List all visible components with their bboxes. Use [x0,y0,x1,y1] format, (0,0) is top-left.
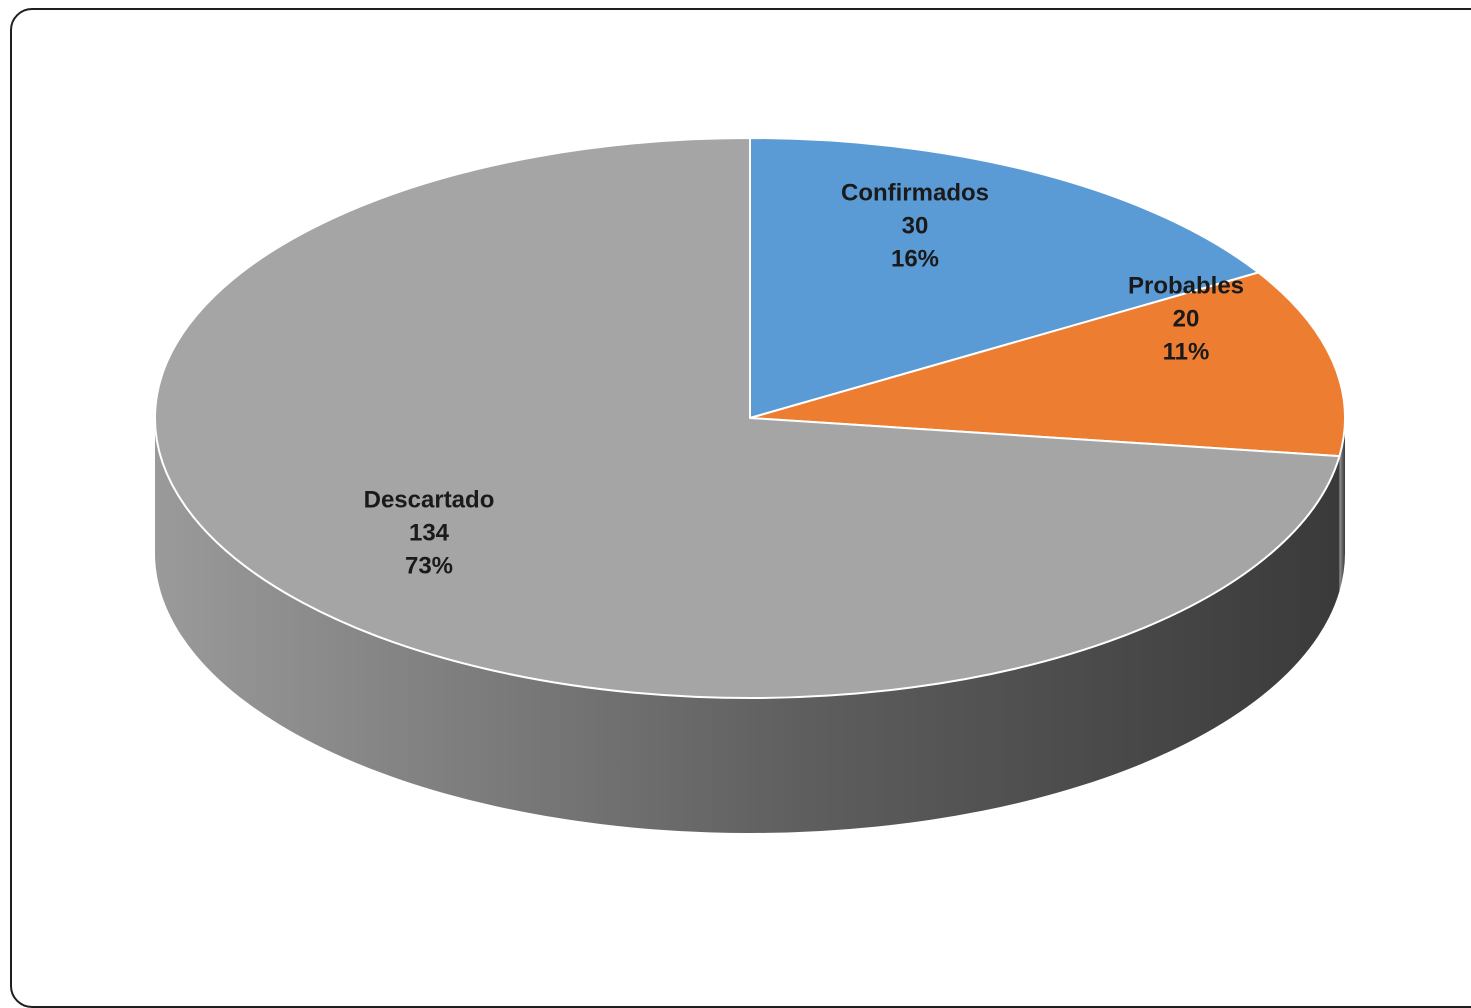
data-label-value: 20 [1173,305,1200,332]
data-label-percent: 73% [405,552,453,579]
data-label-value: 30 [902,212,929,239]
data-label-category: Descartado [364,486,495,513]
pie-slice-confirmados [749,137,1260,419]
pie-side-layer [155,418,1345,833]
pie-chart: Confirmados 30 16% Probables 20 11% Descartado… [154,137,1347,833]
data-label-category: Confirmados [841,179,989,206]
data-label-percent: 16% [891,245,939,272]
data-label-probables: Probables 20 11% [1128,272,1244,365]
pie-label-layer: Confirmados 30 16% Probables 20 11% Descartado… [364,179,1244,579]
pie-top-layer [154,137,1347,699]
pie-slice-probables [749,271,1347,458]
data-label-category: Probables [1128,272,1244,299]
pie-side-probables [1339,418,1345,592]
data-label-confirmados: Confirmados 30 16% [841,179,989,272]
data-label-percent: 11% [1163,338,1210,365]
pie-slice-descartado [154,137,1341,699]
data-label-value: 134 [409,519,450,546]
pie-side-descartado [155,418,1340,833]
data-label-descartado: Descartado 134 73% [364,486,495,579]
